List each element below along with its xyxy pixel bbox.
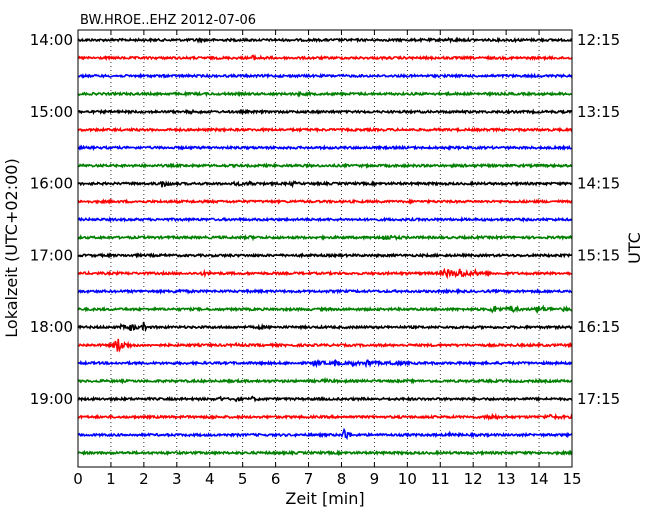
- plot-frame: [77, 29, 573, 468]
- y-tick-label-left: 14:00: [30, 31, 73, 49]
- y-tick-label-right: 16:15: [577, 318, 620, 336]
- x-tick-label: 4: [205, 470, 215, 488]
- trace-line: [77, 126, 573, 134]
- y-tick-label-left: 19:00: [30, 390, 73, 408]
- trace-line: [77, 412, 573, 421]
- x-tick-label: 8: [337, 470, 347, 488]
- y-tick-label-left: 15:00: [30, 103, 73, 121]
- y-tick-label-left: 17:00: [30, 246, 73, 264]
- trace-line: [77, 338, 573, 353]
- trace-line: [77, 252, 573, 259]
- trace-line: [77, 180, 573, 189]
- y-tick-label-left: 16:00: [30, 175, 73, 193]
- trace-line: [77, 233, 573, 242]
- trace-line: [77, 321, 573, 333]
- chart-title: BW.HROE..EHZ 2012-07-06: [80, 13, 256, 28]
- x-tick-label: 3: [172, 470, 182, 488]
- trace-group: [77, 36, 573, 457]
- y-tick-label-right: 14:15: [577, 175, 620, 193]
- x-tick-label: 12: [464, 470, 483, 488]
- x-tick-label: 13: [497, 470, 516, 488]
- x-tick-label: 9: [370, 470, 380, 488]
- y-axis-label-left: Lokalzeit (UTC+02:00): [2, 158, 21, 337]
- x-tick-label: 11: [431, 470, 450, 488]
- y-tick-label-left: 18:00: [30, 318, 73, 336]
- x-axis-label: Zeit [min]: [285, 489, 364, 508]
- trace-line: [77, 215, 573, 223]
- x-tick-label: 7: [304, 470, 314, 488]
- trace-line: [77, 198, 573, 205]
- trace-line: [77, 395, 573, 403]
- trace-line: [77, 72, 573, 80]
- x-tick-label: 14: [530, 470, 549, 488]
- trace-line: [77, 427, 573, 441]
- y-tick-label-right: 12:15: [577, 31, 620, 49]
- trace-line: [77, 358, 573, 369]
- x-tick-label: 15: [562, 470, 581, 488]
- y-tick-label-right: 15:15: [577, 246, 620, 264]
- trace-line: [78, 304, 573, 315]
- x-tick-label: 10: [398, 470, 417, 488]
- x-tick-label: 0: [73, 470, 83, 488]
- y-tick-label-right: 13:15: [577, 103, 620, 121]
- trace-line: [77, 376, 573, 385]
- trace-line: [77, 144, 573, 152]
- x-tick-label: 5: [238, 470, 248, 488]
- x-tick-label: 2: [139, 470, 149, 488]
- trace-line: [77, 449, 573, 457]
- x-tick-label: 1: [106, 470, 116, 488]
- trace-line: [77, 53, 573, 62]
- y-axis-label-right: UTC: [625, 232, 644, 264]
- trace-line: [77, 162, 573, 170]
- trace-line: [77, 267, 573, 280]
- trace-line: [77, 36, 573, 44]
- axis-ticks: 0 1 2 3 4 5 6 7 8 9 10 11 12 13 14 1514:0015:0016:0017:…: [30, 30, 620, 488]
- trace-line: [77, 108, 573, 116]
- trace-line: [77, 287, 573, 295]
- trace-line: [77, 90, 573, 98]
- x-tick-label: 6: [271, 470, 281, 488]
- grid-lines: [110, 30, 540, 467]
- y-tick-label-right: 17:15: [577, 390, 620, 408]
